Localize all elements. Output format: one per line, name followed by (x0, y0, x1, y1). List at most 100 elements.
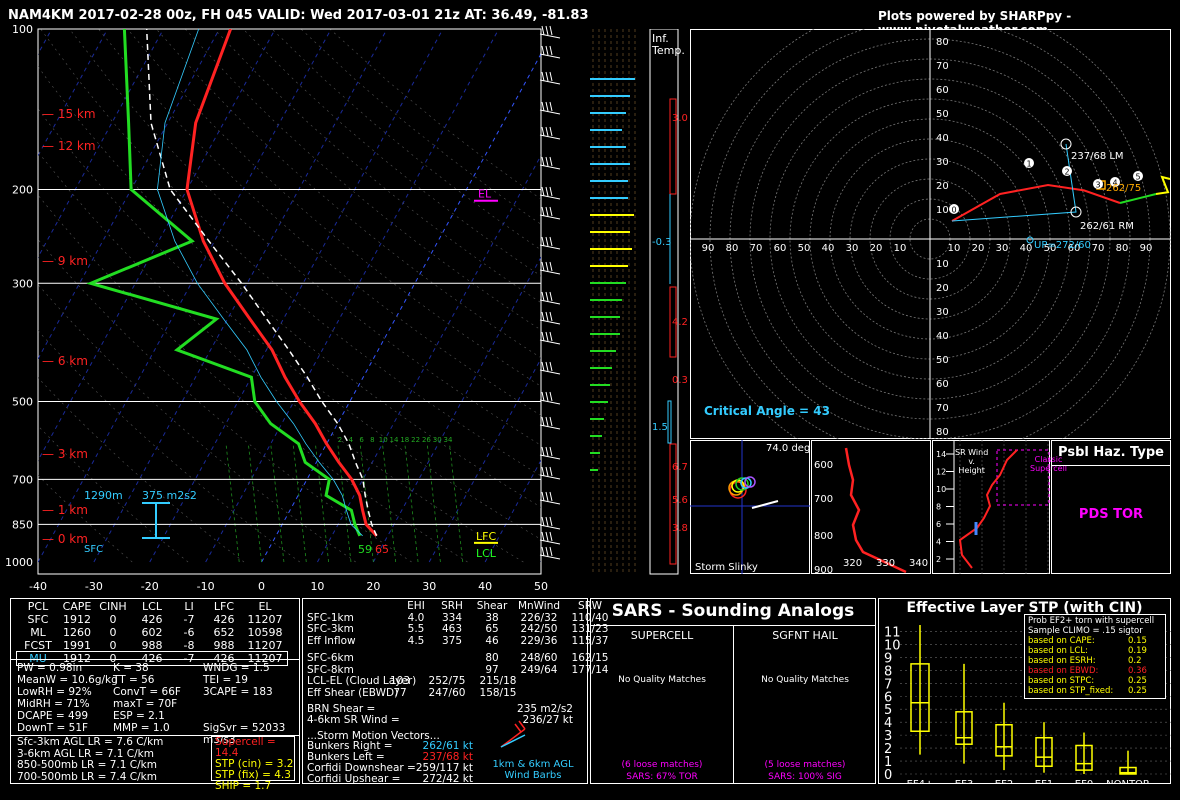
sars-hail-pct: SARS: 100% SIG (768, 772, 842, 782)
hodo-trace-red (951, 183, 1121, 222)
stp-legend-row: based on STPC: 0.25 (1028, 676, 1162, 686)
theta-tick-700: 700 (814, 494, 834, 505)
temp-tick-label: 20 (366, 580, 380, 593)
parcel-cell: 0 (109, 652, 117, 665)
sr-title-1: SR Wind (955, 448, 989, 457)
lm-label: 237/68 LM (1071, 151, 1124, 162)
corfidi-up-value: 272/42 kt (422, 773, 473, 785)
stp-cin-value: STP (cin) = 3.2 (215, 758, 294, 770)
vector-label: Corfidi Downshear = (307, 762, 416, 774)
wind-barb (539, 361, 561, 375)
thermo-value: ESP = 2.1 (113, 710, 165, 722)
stp-y-tick: 1 (884, 755, 892, 770)
parcel-h-lfc: LFC (213, 600, 235, 613)
stp-fix-value: STP (fix) = 4.3 (215, 769, 291, 781)
kin-cell: SFC-6km (307, 652, 354, 664)
table-row: ML 1260 0 602 -6 652 10598 (17, 626, 287, 639)
mixing-ratio-line (247, 443, 262, 563)
pressure-tick-label: 700 (12, 473, 33, 486)
wind-barb (539, 206, 561, 220)
isotherm (149, 29, 444, 563)
hodo-tick: 60 (774, 243, 787, 254)
kin-cell: 77 (393, 686, 407, 699)
km-marker (1093, 179, 1103, 189)
thermo-value: MeanW = 10.6g/kg (17, 674, 118, 686)
stp-box (995, 724, 1013, 757)
wind-barb (539, 291, 561, 305)
table-row: SFC 1912 0 426 -7 426 11207 (17, 613, 287, 626)
vector-label: Bunkers Left = (307, 751, 385, 763)
parcel-cell: 10598 (247, 626, 283, 639)
kin-cell: SFC-8km (307, 663, 354, 676)
stp-legend-label: based on STPC: (1028, 676, 1095, 686)
thermo-col2: K = 38 TT = 56 ConvT = 66F maxT = 70F ES… (113, 662, 181, 734)
thermo-value: TEI = 19 (203, 674, 248, 686)
height-label: — 6 km (42, 354, 88, 368)
stp-legend: Prob EF2+ torn with supercell Sample CLI… (1024, 614, 1166, 699)
isotherm (205, 29, 500, 563)
stp-legend-row: based on STP_fixed: 0.25 (1028, 686, 1162, 696)
series-temperature-line (185, 29, 378, 537)
inf-temp-value: 0.3 (672, 375, 688, 386)
thermo-value: K = 38 (113, 662, 149, 674)
parcel-table: PCL CAPE CINH LCL LI LFC EL SFC 1912 0 4… (16, 600, 288, 666)
ship-value: SHIP = 1.7 (215, 780, 272, 792)
height-label: — 0 km (42, 532, 88, 546)
hazard-value: PDS TOR (1078, 507, 1144, 522)
kin-cell: 226/32 (520, 611, 558, 624)
kin-cell (307, 676, 341, 688)
stp-y-tick: 11 (884, 625, 901, 640)
kin-cell: 80 (485, 652, 499, 664)
km-marker-label: 5 (1135, 173, 1140, 182)
parcel-cell: 426 (213, 613, 235, 626)
thermo-value: LowRH = 92% (17, 686, 92, 698)
wind-barb (539, 261, 561, 275)
table-row: SFC-6km 80 248/60 162/15 (307, 652, 615, 665)
mixing-ratio-label: 14 (390, 436, 399, 444)
hodo-tick: 50 (936, 109, 949, 120)
hodo-tick: 10 (936, 259, 949, 270)
parcel-cell: ML (30, 626, 46, 639)
sr-height-tick: 6 (936, 520, 941, 529)
wind-barb (539, 416, 561, 430)
hodo-tick: 10 (948, 243, 961, 254)
parcel-cell: 11207 (247, 639, 283, 652)
inf-temp-value: 3.0 (672, 113, 688, 124)
table-row: SFC-3km 5.5 463 65 242/50 131/23 (307, 623, 615, 636)
series-dewpoint-line (86, 29, 362, 537)
inf-temp-value: 4.2 (672, 317, 688, 328)
thermo-value: ConvT = 66F (113, 686, 181, 698)
stp-y-tick: 7 (884, 677, 892, 692)
mixing-ratio-line (315, 443, 330, 563)
theta-tick-800: 800 (814, 531, 834, 542)
hodo-tick: 40 (936, 133, 949, 144)
eff-inflow-depth: 1290m (84, 489, 123, 502)
kin-cell: SFC-3km (307, 623, 354, 635)
inf-segment (669, 443, 677, 565)
stp-legend-row: based on LCL: 0.19 (1028, 646, 1162, 656)
lapse-value: 700-500mb LR = 7.4 C/km (17, 770, 157, 783)
barbs-caption: 1km & 6km AGL Wind Barbs (483, 759, 583, 781)
km-marker-label: 1 (1026, 160, 1031, 169)
wind-barb (539, 186, 561, 200)
lapse-value: Sfc-3km AGL LR = 7.6 C/km (17, 736, 164, 748)
parcel-cell: -7 (183, 652, 195, 665)
header-title: NAM4KM 2017-02-28 00z, FH 045 VALID: Wed… (8, 8, 589, 23)
stp-y-tick: 10 (884, 638, 901, 653)
isotherm (372, 256, 541, 563)
parcel-h-pcl: PCL (27, 600, 49, 613)
critical-angle: Critical Angle = 43 (704, 404, 830, 418)
stp-legend-label: based on STP_fixed: (1028, 686, 1114, 696)
parcel-cell: SFC (27, 613, 49, 626)
parcel-h-el: EL (258, 600, 272, 613)
kin-cell: 65 (485, 623, 499, 635)
km-marker (1062, 166, 1072, 176)
thermo-value: TT = 56 (113, 674, 155, 686)
kin-cell: 4.5 (407, 634, 425, 647)
barbs-caption-2: Wind Barbs (504, 770, 562, 781)
dry-adiabat (40, 29, 541, 477)
stp-y-tick: 5 (884, 703, 892, 718)
storm-vectors: Bunkers Right = Bunkers Left = Corfidi D… (307, 741, 416, 785)
wind-barb (539, 101, 561, 115)
height-label: — 12 km (42, 139, 96, 153)
